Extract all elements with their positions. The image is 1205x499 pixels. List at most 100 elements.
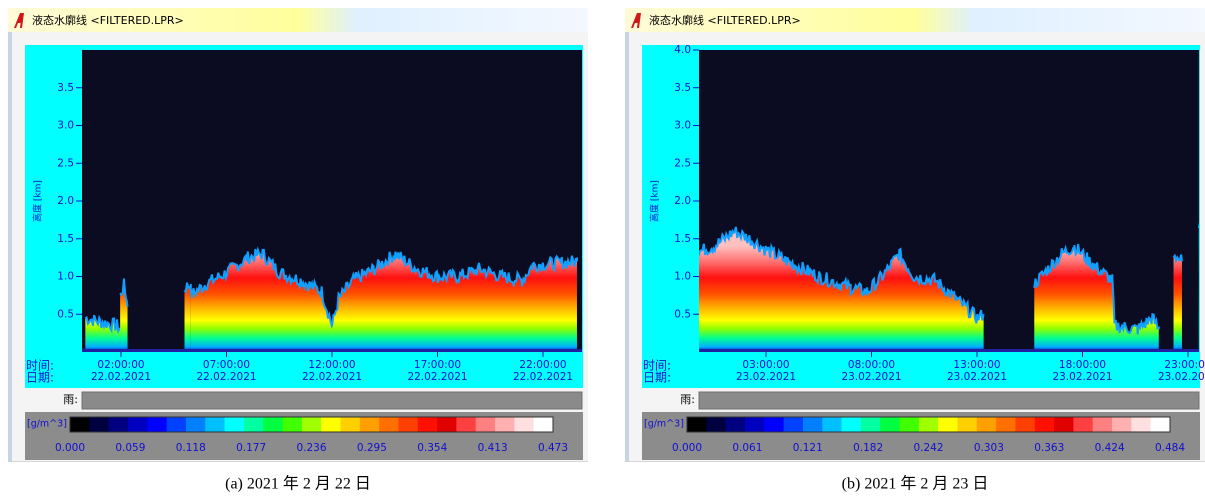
- colorbar-cell: [1112, 417, 1132, 432]
- x-tick-time: 07:00:00: [203, 359, 250, 371]
- colorbar-tick-label: 0.118: [176, 442, 206, 454]
- colorbar-cell: [706, 417, 726, 432]
- colorbar-cell: [900, 417, 920, 432]
- y-tick-label: 3.0: [674, 120, 691, 132]
- y-tick-label: 2.0: [674, 195, 691, 207]
- y-tick-label: 1.0: [674, 271, 691, 283]
- rain-label: 雨:: [63, 393, 78, 406]
- y-tick-label: 1.5: [674, 233, 691, 245]
- colorbar-cell: [957, 417, 977, 432]
- window-title: 液态水廓线 <FILTERED.LPR>: [32, 13, 184, 27]
- x-tick-time: 13:00:00: [953, 359, 1000, 371]
- x-tick-time: 12:00:00: [308, 359, 355, 371]
- colorbar-cell: [977, 417, 997, 432]
- colorbar-tick-label: 0.236: [296, 442, 326, 454]
- colorbar-cell: [919, 417, 939, 432]
- colorbar-unit: [g/m^3]: [27, 419, 67, 430]
- colorbar-cell: [128, 417, 148, 432]
- y-tick-label: 4.0: [674, 44, 691, 56]
- y-axis-label: 高度 [km]: [649, 180, 661, 222]
- x-tick-date: 22.02.2021: [407, 371, 467, 383]
- rain-label: 雨:: [680, 393, 695, 406]
- x-tick-date: 23.02.2021: [736, 371, 796, 383]
- y-tick-label: 1.5: [57, 233, 74, 245]
- colorbar-cell: [803, 417, 823, 432]
- colorbar-cell: [1054, 417, 1074, 432]
- x-tick-date: 23.02.2021: [1158, 371, 1205, 383]
- colorbar-tick-label: 0.473: [538, 442, 568, 454]
- colorbar-tick-label: 0.121: [793, 442, 823, 454]
- y-tick-label: 0.5: [674, 308, 691, 320]
- colorbar-cell: [89, 417, 109, 432]
- cloud-region: [1174, 255, 1182, 352]
- colorbar-cell: [534, 417, 554, 432]
- colorbar-tick-label: 0.303: [974, 442, 1004, 454]
- colorbar-cell: [861, 417, 881, 432]
- colorbar-tick-label: 0.295: [357, 442, 387, 454]
- colorbar-cell: [186, 417, 206, 432]
- y-tick-label: 3.5: [674, 82, 691, 94]
- ground-band: [699, 349, 1199, 352]
- x-tick-time: 18:00:00: [1059, 359, 1106, 371]
- x-tick-date: 23.02.2021: [947, 371, 1007, 383]
- colorbar-cell: [205, 417, 225, 432]
- colorbar-tick-label: 0.059: [115, 442, 145, 454]
- y-tick-label: 0.5: [57, 308, 74, 320]
- colorbar-tick-label: 0.484: [1155, 442, 1185, 454]
- side-strip: [8, 32, 12, 462]
- colorbar-cell: [1035, 417, 1055, 432]
- colorbar-cell: [938, 417, 958, 432]
- colorbar-cell: [225, 417, 245, 432]
- colorbar-cell: [147, 417, 167, 432]
- x-tick-date: 23.02.2021: [1052, 371, 1112, 383]
- colorbar-unit: [g/m^3]: [644, 419, 684, 430]
- colorbar-cell: [379, 417, 399, 432]
- colorbar-cell: [1015, 417, 1035, 432]
- colorbar-cell: [476, 417, 496, 432]
- x-tick-time: 08:00:00: [848, 359, 895, 371]
- colorbar-cell: [340, 417, 360, 432]
- caption: (b) 2021 年 2 月 23 日: [842, 475, 989, 493]
- colorbar-cell: [398, 417, 418, 432]
- colorbar-cell: [880, 417, 900, 432]
- app-window: 液态水廓线 <FILTERED.LPR>高度 [km]0.51.01.52.02…: [8, 8, 590, 462]
- colorbar-cell: [109, 417, 129, 432]
- y-tick-label: 2.5: [57, 157, 74, 169]
- colorbar-cell: [822, 417, 842, 432]
- colorbar-tick-label: 0.000: [672, 442, 702, 454]
- rain-bar: [82, 392, 582, 409]
- y-tick-label: 2.0: [57, 195, 74, 207]
- date-label: 日期:: [643, 371, 671, 385]
- colorbar-cell: [167, 417, 187, 432]
- colorbar-tick-label: 0.182: [853, 442, 883, 454]
- x-tick-date: 22.02.2021: [91, 371, 151, 383]
- x-tick-time: 02:00:00: [97, 359, 144, 371]
- colorbar-cell: [514, 417, 534, 432]
- y-tick-label: 2.5: [674, 157, 691, 169]
- colorbar-cell: [302, 417, 322, 432]
- colorbar-cell: [1093, 417, 1113, 432]
- colorbar-cell: [842, 417, 862, 432]
- y-axis-label: 高度 [km]: [32, 180, 44, 222]
- y-tick-label: 3.5: [57, 82, 74, 94]
- colorbar-tick-label: 0.424: [1095, 442, 1125, 454]
- date-label: 日期:: [26, 371, 54, 385]
- colorbar-cell: [996, 417, 1016, 432]
- y-tick-label: 3.0: [57, 120, 74, 132]
- colorbar-cell: [437, 417, 457, 432]
- colorbar-tick-label: 0.061: [732, 442, 762, 454]
- x-tick-time: 17:00:00: [414, 359, 461, 371]
- colorbar-cell: [244, 417, 264, 432]
- cloud-region: [185, 283, 191, 352]
- colorbar-tick-label: 0.177: [236, 442, 266, 454]
- app-window: 液态水廓线 <FILTERED.LPR>高度 [km]0.51.01.52.02…: [625, 8, 1205, 462]
- colorbar-cell: [784, 417, 804, 432]
- colorbar-cell: [360, 417, 380, 432]
- colorbar-cell: [70, 417, 90, 432]
- x-tick-time: 03:00:00: [742, 359, 789, 371]
- colorbar-tick-label: 0.354: [417, 442, 447, 454]
- rain-bar: [699, 392, 1199, 409]
- colorbar-cell: [418, 417, 438, 432]
- colorbar-cell: [764, 417, 784, 432]
- colorbar-cell: [1151, 417, 1171, 432]
